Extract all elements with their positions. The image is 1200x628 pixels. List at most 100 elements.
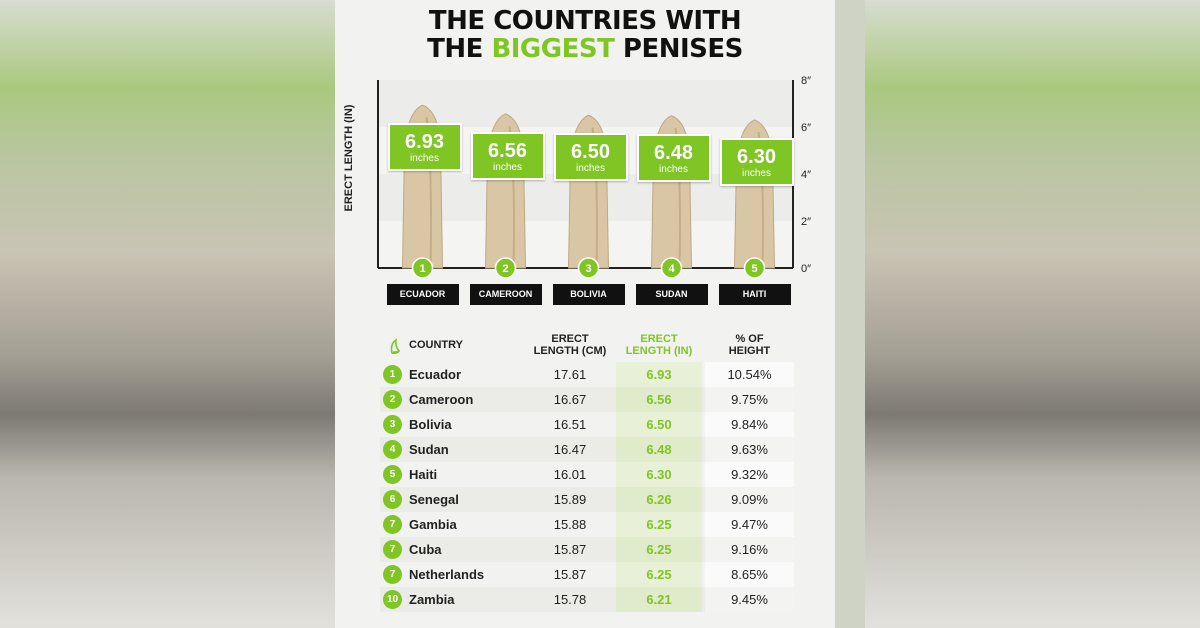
rank-badge: 7 (383, 565, 402, 584)
value-label-unit: inches (742, 167, 771, 179)
value-label-unit: inches (576, 163, 605, 175)
cell-country: Cameroon (409, 392, 474, 407)
cell-length-cm: 16.47 (553, 442, 587, 457)
cell-country: Haiti (409, 467, 438, 482)
rank-badge: 1 (383, 365, 402, 384)
y-tick-label: 6″ (801, 122, 811, 134)
cell-pct-height: 9.63% (705, 437, 794, 462)
cell-pct-height: 9.09% (705, 487, 794, 512)
header-cm-line1: ERECT (551, 333, 589, 345)
cell-length-in: 6.48 (616, 437, 702, 462)
category-label: SUDAN (635, 284, 708, 305)
cell-length-in: 6.30 (616, 462, 702, 487)
cell-country: Zambia (409, 592, 455, 607)
rank-badge: 6 (383, 490, 402, 509)
value-label-unit: inches (410, 153, 439, 165)
value-label-number: 6.93 (405, 131, 444, 154)
value-label: 6.93 inches (387, 123, 462, 172)
title-line-1: THE COUNTRIES WITH (428, 6, 742, 36)
value-label-number: 6.56 (488, 139, 527, 162)
cell-length-cm: 15.87 (553, 542, 587, 557)
value-label-number: 6.48 (654, 141, 693, 164)
value-label-unit: inches (493, 161, 522, 173)
rank-number: 3 (585, 263, 591, 275)
table-row: 2 Cameroon 16.67 6.56 9.75% (380, 387, 794, 412)
header-pct-line2: HEIGHT (728, 345, 771, 357)
table-row: 4 Sudan 16.47 6.48 9.63% (380, 437, 794, 462)
y-tick-label: 0″ (801, 263, 811, 275)
blurred-background-left (0, 0, 335, 628)
rank-circle (577, 257, 600, 279)
value-label: 6.50 inches (553, 133, 628, 182)
cell-length-cm: 15.89 (553, 492, 587, 507)
rank-badge: 7 (383, 515, 402, 534)
rank-badge: 2 (383, 390, 402, 409)
value-label: 6.48 inches (636, 133, 711, 182)
table-row: 5 Haiti 16.01 6.30 9.32% (380, 462, 794, 487)
category-label: CAMEROON (469, 284, 542, 305)
cell-pct-height: 8.65% (705, 562, 794, 587)
cell-country: Bolivia (409, 417, 452, 432)
cell-length-in: 6.21 (616, 587, 702, 612)
table-row: 3 Bolivia 16.51 6.50 9.84% (380, 412, 794, 437)
rank-badge: 4 (383, 440, 402, 459)
cell-length-in: 6.56 (616, 387, 702, 412)
header-in: ERECT LENGTH (IN) (616, 333, 702, 357)
table-row: 7 Netherlands 15.87 6.25 8.65% (380, 562, 794, 587)
header-pct-line1: % OF (735, 333, 764, 345)
cell-length-in: 6.25 (616, 562, 702, 587)
cell-length-in: 6.25 (616, 512, 702, 537)
infographic-panel: THE COUNTRIES WITH THE BIGGEST PENISES E… (335, 0, 835, 628)
value-label-number: 6.30 (737, 145, 776, 168)
table-row: 1 Ecuador 17.61 6.93 10.54% (380, 362, 794, 387)
value-label-unit: inches (659, 163, 688, 175)
cell-country: Sudan (409, 442, 449, 457)
blurred-background-right (865, 0, 1200, 628)
y-tick-label: 2″ (801, 216, 811, 228)
header-in-line2: LENGTH (IN) (625, 345, 693, 357)
rank-circle (411, 257, 434, 279)
bar-chart: ERECT LENGTH (IN) 0″ 2″ 4″ 6″ 8″ 1 2 3 4 5 6.93 in… (335, 0, 835, 310)
cell-length-cm: 16.01 (553, 467, 587, 482)
cell-length-cm: 17.61 (553, 367, 587, 382)
rank-number: 5 (751, 263, 757, 275)
rank-circle (743, 257, 766, 279)
cell-length-in: 6.26 (616, 487, 702, 512)
header-country: COUNTRY (409, 339, 463, 351)
cell-length-in: 6.50 (616, 412, 702, 437)
rank-badge: 5 (383, 465, 402, 484)
category-label: HAITI (718, 284, 791, 305)
title-highlight-word: BIGGEST (491, 34, 615, 64)
header-pct: % OF HEIGHT (705, 333, 794, 357)
cell-country: Gambia (409, 517, 457, 532)
value-label: 6.30 inches (719, 137, 794, 186)
rank-circle (494, 257, 517, 279)
y-tick-label: 4″ (801, 169, 811, 181)
rank-number: 4 (668, 263, 675, 275)
table-row: 7 Cuba 15.87 6.25 9.16% (380, 537, 794, 562)
cell-pct-height: 9.32% (705, 462, 794, 487)
cell-country: Senegal (409, 492, 459, 507)
cell-country: Cuba (409, 542, 442, 557)
title-line-2: THE BIGGEST PENISES (335, 34, 835, 64)
cell-length-cm: 15.78 (553, 592, 587, 607)
title-line-2-pre: THE (427, 34, 492, 64)
cell-pct-height: 10.54% (705, 362, 794, 387)
category-label: ECUADOR (386, 284, 459, 305)
table-row: 7 Gambia 15.88 6.25 9.47% (380, 512, 794, 537)
table-row: 10 Zambia 15.78 6.21 9.45% (380, 587, 794, 612)
cell-pct-height: 9.47% (705, 512, 794, 537)
header-in-line1: ERECT (640, 333, 678, 345)
value-label: 6.56 inches (470, 131, 545, 180)
cell-length-cm: 15.87 (553, 567, 587, 582)
rank-number: 2 (502, 263, 508, 275)
rank-badge: 10 (383, 590, 402, 609)
banana-icon (390, 338, 401, 355)
cell-length-cm: 15.88 (553, 517, 587, 532)
title-line-2-post: PENISES (614, 34, 743, 64)
rank-circle (660, 257, 683, 279)
cell-pct-height: 9.84% (705, 412, 794, 437)
cell-length-cm: 16.67 (553, 392, 587, 407)
y-tick-label: 8″ (801, 75, 811, 87)
cell-pct-height: 9.45% (705, 587, 794, 612)
